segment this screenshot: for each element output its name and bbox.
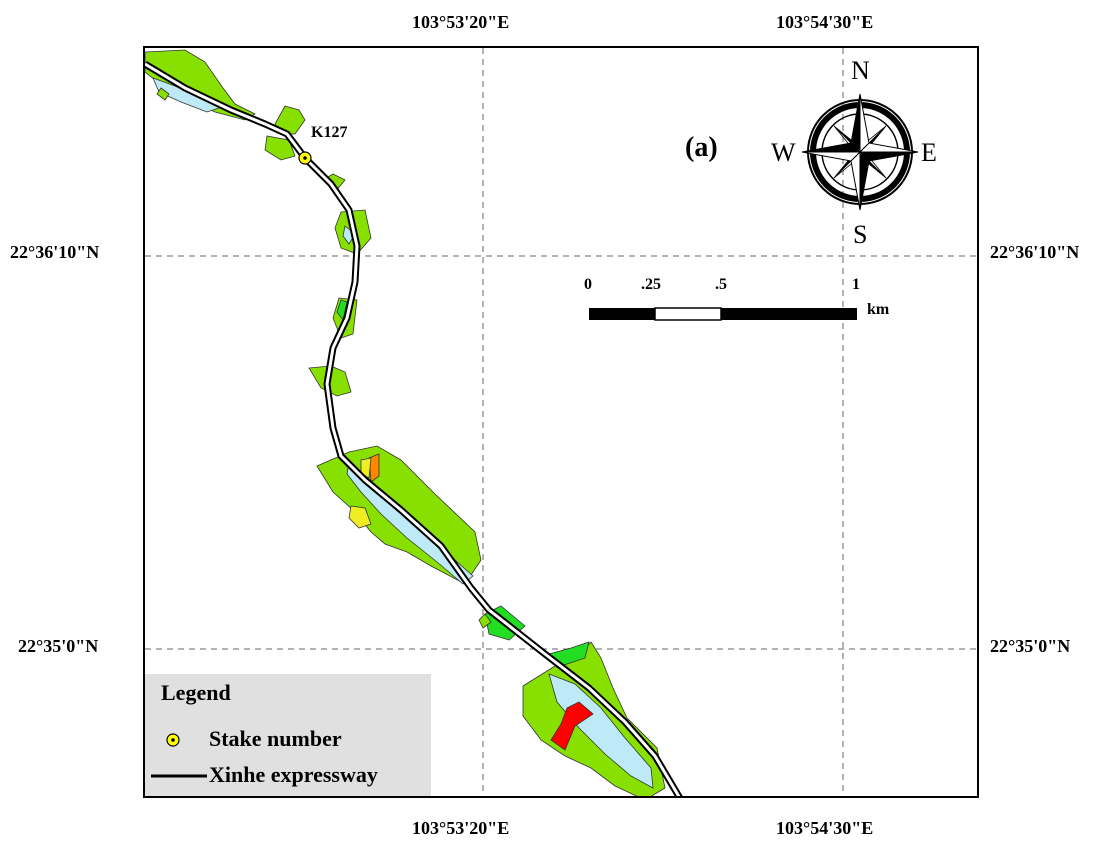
scale-label-025: .25 (641, 276, 661, 293)
coord-top-left: 103°53'20"E (412, 12, 510, 32)
scale-unit: km (867, 301, 890, 318)
coord-right-lower: 22°35'0"N (990, 636, 1071, 656)
scale-label-0: 0 (584, 276, 592, 293)
graticule (145, 48, 977, 796)
scale-bar (589, 307, 857, 321)
yellow-dot-icon (166, 733, 180, 747)
panel-label: (a) (685, 132, 718, 163)
legend-road-label: Xinhe expressway (209, 762, 378, 787)
coord-bottom-right: 103°54'30"E (776, 818, 874, 838)
map-canvas[interactable] (145, 48, 979, 798)
expressway-inner (145, 62, 681, 796)
compass-e: E (921, 138, 937, 167)
coord-top-right: 103°54'30"E (776, 12, 874, 32)
legend-stake-label: Stake number (209, 726, 342, 751)
coord-bottom-left: 103°53'20"E (412, 818, 510, 838)
compass-n: N (851, 56, 870, 85)
legend-title: Legend (161, 680, 231, 705)
coord-right-upper: 22°36'10"N (990, 242, 1080, 262)
map-frame[interactable]: (a) K127 0 .25 .5 1 km N S E W Legend St… (143, 46, 979, 798)
legend-box: Legend Stake number Xinhe expressway (145, 674, 431, 796)
scale-label-05: .5 (715, 276, 727, 293)
stake-label: K127 (311, 124, 348, 141)
line-icon (151, 774, 207, 778)
coord-left-lower: 22°35'0"N (18, 636, 99, 656)
coord-left-upper: 22°36'10"N (10, 242, 100, 262)
compass-w: W (771, 138, 796, 167)
scale-label-1: 1 (852, 276, 860, 293)
compass-rose-icon (801, 93, 919, 211)
compass-s: S (853, 220, 868, 249)
stake-k127-marker[interactable] (298, 151, 312, 165)
